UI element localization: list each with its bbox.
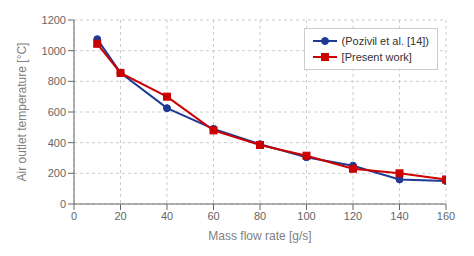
- svg-text:200: 200: [48, 167, 66, 179]
- svg-text:100: 100: [297, 210, 315, 222]
- svg-text:60: 60: [207, 210, 219, 222]
- svg-text:600: 600: [48, 106, 66, 118]
- svg-text:Air outlet temperature [°C]: Air outlet temperature [°C]: [15, 43, 29, 182]
- svg-text:0: 0: [71, 210, 77, 222]
- svg-text:20: 20: [114, 210, 126, 222]
- html-text:(Pozivil et al. [14]): (Pozivil et al. [14]): [341, 35, 429, 47]
- svg-text:1200: 1200: [42, 14, 66, 26]
- svg-text:1000: 1000: [42, 45, 66, 57]
- svg-text:800: 800: [48, 75, 66, 87]
- svg-text:140: 140: [390, 210, 408, 222]
- svg-text:80: 80: [254, 210, 266, 222]
- svg-text:40: 40: [161, 210, 173, 222]
- svg-text:160: 160: [437, 210, 455, 222]
- html-text:[Present work]: [Present work]: [341, 51, 412, 63]
- svg-text:120: 120: [344, 210, 362, 222]
- svg-text:Mass flow rate [g/s]: Mass flow rate [g/s]: [208, 229, 311, 243]
- svg-text:400: 400: [48, 137, 66, 149]
- svg-text:0: 0: [60, 198, 66, 210]
